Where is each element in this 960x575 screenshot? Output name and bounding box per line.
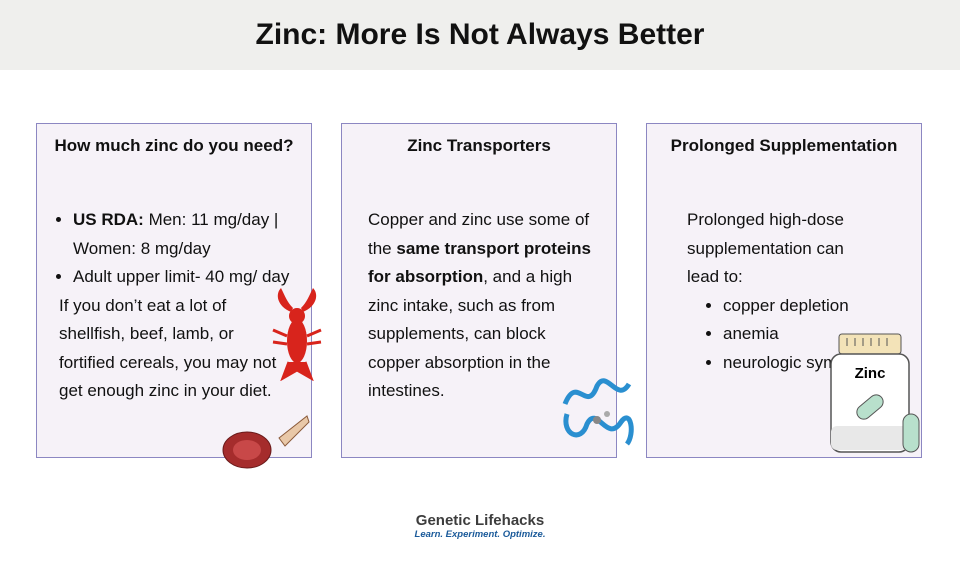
lamb-chop-icon (222, 415, 310, 469)
text-run: Copper and zinc use some of the (368, 210, 590, 258)
card-heading: Prolonged Supplementation (670, 136, 898, 155)
zinc-bottle-icon: Zinc (830, 333, 920, 453)
paragraph: If you don’t eat a lot of shellfish, bee… (37, 292, 301, 406)
title: Zinc: More Is Not Always Better (255, 18, 705, 51)
text-run: Prolonged high-dose supplementation can … (687, 210, 844, 286)
card: Zinc Transporters Copper and zinc use so… (341, 123, 634, 458)
bullet: copper depletion (723, 292, 905, 321)
card: Prolonged Supplementation Prolonged high… (646, 123, 922, 458)
card: How much zinc do you need? US RDA: Men: … (36, 123, 322, 469)
text-run: same transport proteins for absorption (368, 238, 591, 287)
paragraph: Copper and zinc use some of the same tra… (368, 206, 598, 406)
text-run: , and a high zinc intake, such as from s… (368, 267, 573, 400)
paragraph: Prolonged high-dose supplementation can … (687, 206, 905, 292)
text-run: US RDA: (73, 210, 144, 229)
footer: Genetic Lifehacks Learn. Experiment. Opt… (0, 512, 960, 540)
text-run: If you don’t eat a lot of shellfish, bee… (59, 295, 277, 401)
protein-icon (562, 378, 634, 446)
text-run: Men: 11 mg/day | Women: 8 mg/day (73, 210, 279, 258)
tagline: Learn. Experiment. Optimize. (414, 529, 546, 540)
lobster-icon (272, 288, 322, 381)
header: Zinc: More Is Not Always Better (0, 0, 960, 70)
bullet: Adult upper limit- 40 mg/ day (73, 263, 301, 292)
text-run: Adult upper limit- 40 mg/ day (73, 267, 290, 286)
bottle-label: Zinc (855, 365, 886, 382)
bullet: US RDA: Men: 11 mg/day | Women: 8 mg/day (73, 206, 301, 263)
brand: Genetic Lifehacks (415, 512, 545, 529)
bullet-list: US RDA: Men: 11 mg/day | Women: 8 mg/day… (37, 206, 301, 292)
bullet: anemia (723, 320, 905, 349)
text-run: anemia (723, 324, 779, 343)
card-heading: Zinc Transporters (407, 136, 551, 155)
text-run: copper depletion (723, 295, 849, 315)
card-heading: How much zinc do you need? (54, 136, 294, 155)
